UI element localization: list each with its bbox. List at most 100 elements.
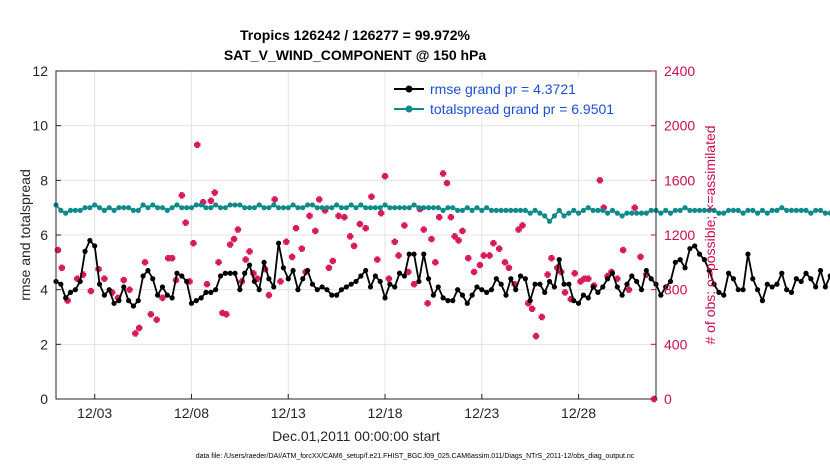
series-1-point-21 <box>155 205 161 211</box>
series-0-point-139 <box>725 270 732 276</box>
series-1-point-144 <box>750 207 756 213</box>
series-0-point-95 <box>513 287 519 293</box>
series-0-point-40 <box>246 262 253 268</box>
series-1-point-79 <box>435 205 441 211</box>
series-1-point-145 <box>755 210 761 216</box>
obs-count-mark-56 <box>335 212 342 220</box>
series-1-point-106 <box>566 210 572 216</box>
obs-count-mark-76 <box>432 259 439 266</box>
series-0-point-68 <box>382 295 388 301</box>
series-0-point-146 <box>759 298 766 304</box>
series-1-point-153 <box>793 207 799 213</box>
x-tick-label-5: 12/28 <box>561 405 596 421</box>
series-1-point-40 <box>246 205 253 211</box>
series-1-point-147 <box>764 210 770 216</box>
series-1-point-53 <box>309 202 316 208</box>
series-1-point-88 <box>479 207 485 213</box>
series-1-point-141 <box>735 207 741 213</box>
series-0-point-4 <box>72 287 78 293</box>
y-right-tick-label-4: 1600 <box>664 172 695 188</box>
obs-count-mark-45 <box>283 238 290 246</box>
series-1-point-96 <box>517 207 524 213</box>
series-1-point-100 <box>537 210 543 216</box>
series-1-point-132 <box>692 207 698 213</box>
series-0-point-62 <box>353 278 359 285</box>
series-1-point-54 <box>314 205 320 211</box>
series-0-point-58 <box>334 292 340 298</box>
obs-count-mark-33 <box>226 241 234 248</box>
series-1-point-134 <box>701 207 707 213</box>
obs-count-mark-58 <box>346 233 354 240</box>
series-1-point-90 <box>488 207 495 213</box>
obs-count-mark-94 <box>515 226 522 233</box>
series-0-point-50 <box>295 287 301 293</box>
series-1-point-115 <box>609 207 616 213</box>
series-0-point-17 <box>135 298 141 304</box>
obs-count-mark-7 <box>101 275 108 282</box>
obs-count-mark-14 <box>141 259 149 266</box>
obs-count-mark-47 <box>292 224 300 232</box>
legend-spread-label: totalspread grand pr = 6.9501 <box>430 101 614 117</box>
series-1-point-46 <box>275 205 282 211</box>
series-1-point-5 <box>77 207 83 213</box>
series-1-point-83 <box>455 207 461 213</box>
series-1-point-18 <box>140 202 146 208</box>
series-0-point-78 <box>430 292 437 298</box>
series-0-point-93 <box>503 292 509 298</box>
y-tick-label-3: 6 <box>40 227 48 243</box>
series-0-point-60 <box>343 284 349 290</box>
obs-count-mark-29 <box>211 189 218 196</box>
obs-count-mark-78 <box>439 170 447 177</box>
series-0-point-98 <box>527 298 533 304</box>
series-0-point-149 <box>774 281 780 287</box>
series-1-point-37 <box>232 202 238 208</box>
series-1-point-158 <box>817 207 824 213</box>
series-0-point-99 <box>532 281 538 287</box>
series-0-point-111 <box>590 284 596 290</box>
obs-count-mark-67 <box>391 238 398 246</box>
series-0-point-122 <box>643 267 649 274</box>
series-1-point-130 <box>682 205 688 211</box>
obs-count-mark-54 <box>325 264 333 271</box>
series-0-point-147 <box>764 281 770 287</box>
series-0-point-45 <box>271 284 277 290</box>
series-1-point-109 <box>580 207 587 213</box>
series-1-point-143 <box>745 207 751 213</box>
series-0-point-131 <box>687 246 693 252</box>
chart-title: Tropics 126242 / 126277 = 99.972% <box>240 27 471 43</box>
obs-count-mark-77 <box>436 214 443 221</box>
series-1-point-112 <box>595 207 601 213</box>
legend-rmse-marker <box>405 85 413 93</box>
obs-count-mark-57 <box>341 214 348 221</box>
series-1-point-56 <box>324 205 330 211</box>
series-0-point-160 <box>827 273 830 279</box>
y-right-tick-label-5: 2000 <box>664 118 695 134</box>
series-1-point-118 <box>624 210 630 216</box>
series-1-point-70 <box>392 205 398 211</box>
series-0-point-31 <box>203 289 209 295</box>
series-1-point-47 <box>280 205 287 211</box>
obs-count-mark-55 <box>329 257 336 265</box>
series-0-point-79 <box>435 284 441 290</box>
obs-count-mark-64 <box>377 209 385 217</box>
series-0-point-71 <box>396 270 403 276</box>
legend: rmse grand pr = 4.3721 totalspread grand… <box>388 77 651 119</box>
series-1-point-2 <box>63 210 69 216</box>
series-0-point-90 <box>488 287 495 293</box>
series-1-point-61 <box>348 202 354 208</box>
series-0-point-133 <box>696 251 703 257</box>
right-axis-ticks: 0 400 800 1200 1600 2000 2400 <box>651 63 695 407</box>
series-0-point-118 <box>624 281 630 287</box>
series-0-point-67 <box>377 278 383 285</box>
y-right-axis-label: # of obs: o=possible; ×=assimilated <box>702 125 718 344</box>
obs-count-mark-48 <box>298 245 306 252</box>
series-0-point-12 <box>111 300 117 306</box>
series-1-point-120 <box>634 210 640 216</box>
obs-count-mark-81 <box>451 233 458 240</box>
obs-count-mark-80 <box>447 214 455 221</box>
obs-count-mark-35 <box>234 226 242 233</box>
series-0-point-29 <box>193 298 199 304</box>
series-0-point-11 <box>106 287 112 293</box>
series-0-point-53 <box>309 281 316 287</box>
